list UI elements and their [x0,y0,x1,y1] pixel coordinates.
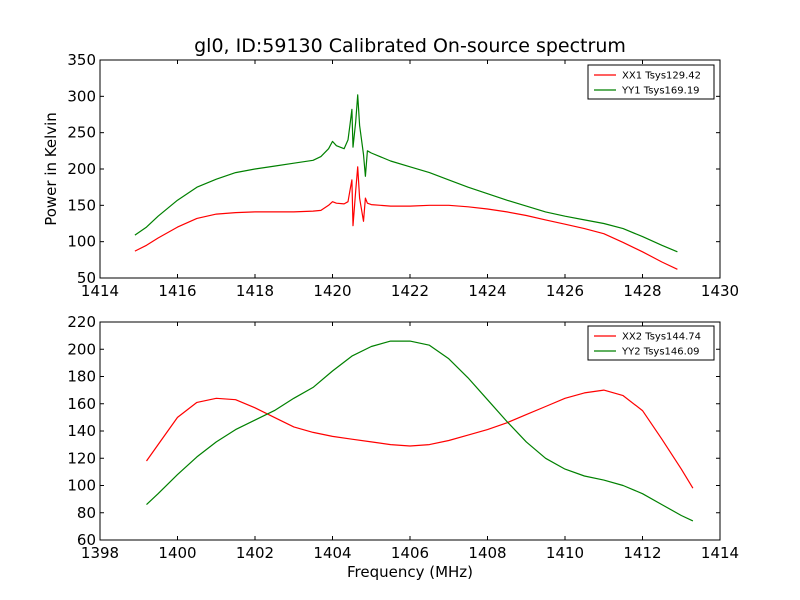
y-tick-label: 50 [77,269,96,287]
y-tick-label: 250 [67,124,96,142]
y-tick-label: 120 [67,449,96,467]
y-tick-label: 140 [67,422,96,440]
x-tick-label: 1408 [468,544,506,562]
x-tick-label: 1412 [623,544,661,562]
x-tick-label: 1430 [701,282,739,300]
chart-title: gl0, ID:59130 Calibrated On-source spect… [194,35,626,57]
series-line-2-2 [146,340,694,522]
y-tick-label: 200 [67,160,96,178]
y-tick-label: 300 [67,87,96,105]
y-tick-label: 80 [77,504,96,522]
legend-box [587,64,715,100]
x-tick-label: 1422 [391,282,429,300]
x-axis-title: Frequency (MHz) [347,563,473,581]
y-tick-label: 180 [67,368,96,386]
x-tick-label: 1426 [546,282,584,300]
legend: XX1 Tsys129.42 YY1 Tsys169.19 [587,64,715,100]
x-tick-label: 1404 [313,544,351,562]
x-tick-label: 1414 [701,544,739,562]
x-tick-label: 1414 [81,282,119,300]
y-tick-label: 200 [67,340,96,358]
legend: XX2 Tsys144.74 YY2 Tsys146.09 [587,325,715,361]
series-line-1-1 [134,166,678,270]
y-tick-label: 60 [77,531,96,549]
x-tick-label: 1420 [313,282,351,300]
x-tick-label: 1428 [623,282,661,300]
y-tick-label: 150 [67,196,96,214]
chart-panel-1: 1414 1416 1418 1420 1422 1424 1426 1428 1430 50 10… [42,51,739,300]
legend-label: XX2 Tsys144.74 [622,332,701,343]
legend-label: YY1 Tsys169.19 [621,86,700,97]
legend-label: YY2 Tsys146.09 [621,347,700,358]
x-tick-label: 1418 [236,282,274,300]
x-tick-label: 1406 [391,544,429,562]
x-tick-label: 1410 [546,544,584,562]
legend-label: XX1 Tsys129.42 [622,71,701,82]
y-tick-label: 100 [67,233,96,251]
chart-panel-2: 1398 1400 1402 1404 1406 1408 1410 1412 1414 60 80… [67,313,739,581]
x-tick-label: 1416 [158,282,196,300]
chart-panels: 1414 1416 1418 1420 1422 1424 1426 1428 1430 50 10… [42,51,739,581]
legend-box [587,325,715,361]
series-line-2-1 [146,389,694,489]
x-tick-label: 1424 [468,282,506,300]
x-tick-label: 1398 [81,544,119,562]
y-tick-label: 350 [67,51,96,69]
y-tick-label: 220 [67,313,96,331]
y-tick-label: 100 [67,477,96,495]
y-tick-label: 160 [67,395,96,413]
y-axis-title: Power in Kelvin [42,112,60,226]
x-tick-label: 1402 [236,544,274,562]
series-line-1-2 [134,94,678,253]
x-tick-label: 1400 [158,544,196,562]
